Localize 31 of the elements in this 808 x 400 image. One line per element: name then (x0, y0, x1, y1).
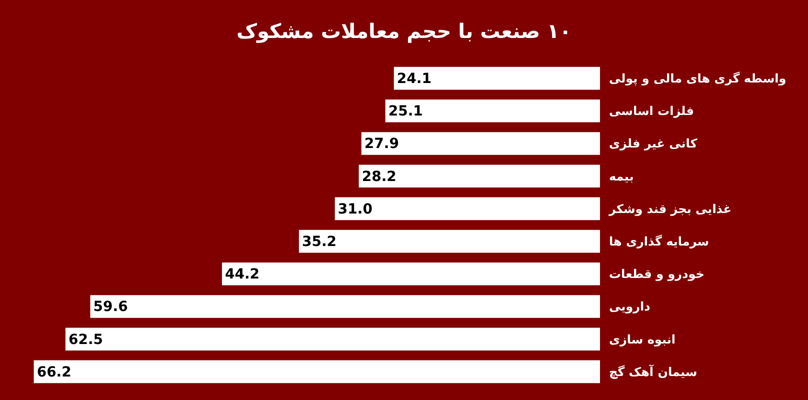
data-label: 44.2 (224, 266, 260, 283)
bar (34, 360, 600, 384)
bar (65, 328, 600, 351)
y-tick-label: دارویی (609, 300, 650, 314)
bar (334, 197, 600, 220)
chart-title: ۱۰ صنعت با حجم معاملات مشکوک (236, 19, 572, 43)
data-label: 59.6 (93, 299, 128, 316)
y-tick-label: کانی غیر فلزی (609, 136, 698, 151)
data-label: 25.1 (388, 104, 423, 120)
data-label: 24.1 (396, 70, 432, 87)
y-tick-label: غذایی بجز قند وشکر (608, 202, 732, 216)
y-tick-label: بیمه (609, 169, 634, 184)
bar (394, 66, 600, 90)
data-label: 28.2 (362, 168, 396, 185)
bar (385, 99, 600, 122)
y-tick-label: خودرو و قطعات (609, 267, 704, 282)
bar (90, 295, 600, 318)
y-tick-label: انبوه سازی (609, 332, 676, 346)
y-tick-label: فلزات اساسی (609, 104, 694, 118)
data-label: 62.5 (68, 332, 104, 348)
data-label: 31.0 (338, 201, 373, 218)
y-tick-label: سرمایه گذاری ها (609, 234, 710, 248)
bar (222, 262, 600, 286)
data-label: 27.9 (364, 136, 399, 152)
y-tick-label: سیمان آهک گچ (609, 364, 698, 379)
bar (361, 132, 600, 155)
bar (358, 164, 600, 188)
data-label: 66.2 (36, 364, 72, 380)
y-tick-label: واسطه گری های مالی و پولی (609, 72, 786, 86)
data-label: 35.2 (302, 234, 337, 250)
bar (298, 230, 600, 253)
